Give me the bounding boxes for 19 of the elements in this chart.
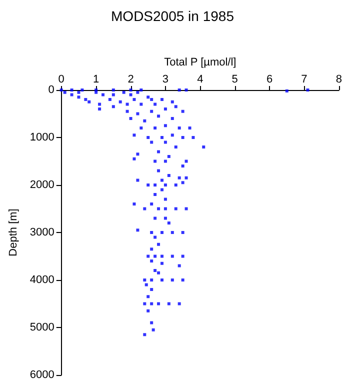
x-tick-label: 3: [162, 74, 169, 86]
y-tick-label: 6000: [30, 369, 54, 381]
y-tick-label: 0: [48, 84, 54, 96]
y-tick-label: 5000: [30, 322, 54, 334]
y-tick-label: 3000: [30, 226, 54, 238]
x-tick-label: 7: [301, 74, 308, 86]
chart-title: MODS2005 in 1985: [111, 8, 234, 24]
x-axis-title: Total P [µmol/l]: [164, 56, 236, 68]
x-tick-label: 2: [128, 74, 134, 86]
x-tick-label: 5: [232, 74, 238, 86]
x-tick-label: 4: [197, 74, 204, 86]
x-tick-label: 8: [336, 74, 342, 86]
x-tick-label: 0: [58, 74, 64, 86]
y-tick-label: 2000: [30, 179, 54, 191]
x-tick-label: 1: [93, 74, 100, 86]
y-axis-title: Depth [m]: [8, 208, 20, 256]
y-tick-label: 4000: [30, 274, 54, 286]
y-tick-label: 1000: [30, 132, 54, 144]
x-tick-label: 6: [266, 74, 273, 86]
